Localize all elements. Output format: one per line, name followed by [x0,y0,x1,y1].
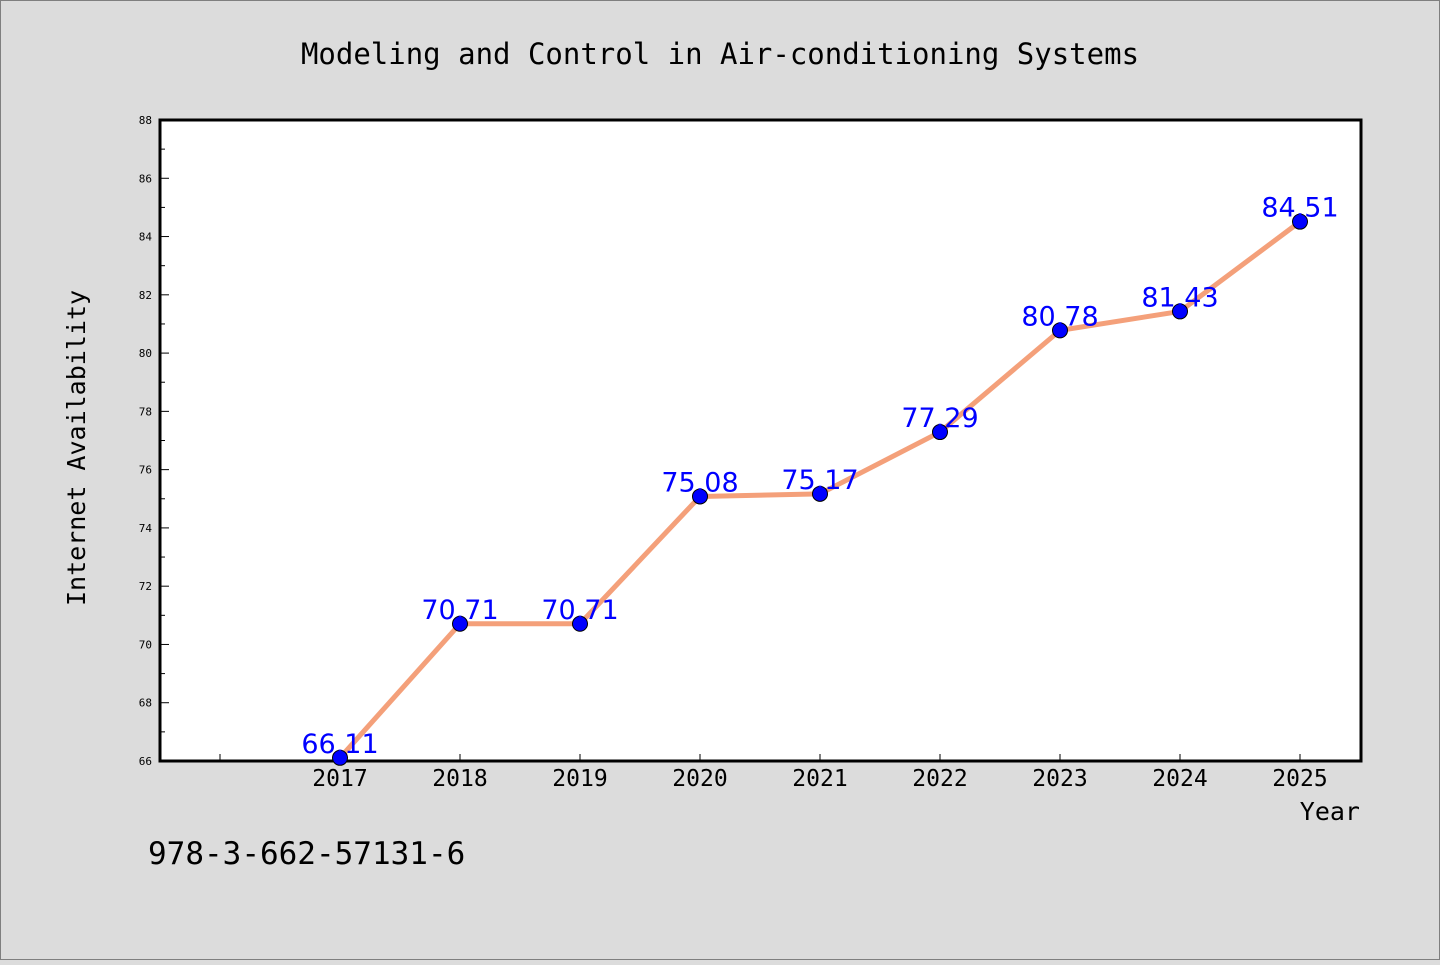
data-label: 77.29 [901,403,978,434]
x-tick-label: 2020 [672,766,727,792]
series-layer: 66.11 70.71 70.71 75.08 75.17 77.29 80.78 81.43… [301,193,1339,766]
data-point [1052,322,1068,339]
x-axis-label: Year [1300,797,1360,826]
x-tick-label: 2022 [912,766,967,792]
y-axis: 66 68 70 72 74 76 78 80 82 84 86 88 [139,114,169,768]
x-tick-label: 2021 [792,766,847,792]
data-label: 81.43 [1141,282,1218,313]
plot-area [158,118,1363,763]
data-point [332,749,348,766]
data-label: 70.71 [421,595,498,626]
y-tick-label: 86 [139,172,152,185]
data-point [692,488,708,505]
x-tick-label: 2023 [1032,766,1087,792]
y-tick-label: 66 [139,755,152,768]
data-point [1172,303,1188,320]
x-tick-label: 2018 [432,766,487,792]
y-tick-label: 80 [139,347,152,360]
data-label: 80.78 [1021,301,1098,332]
data-point [572,615,588,632]
data-point [1292,213,1308,230]
y-tick-label: 70 [139,638,152,651]
data-point [452,615,468,632]
y-tick-label: 76 [139,464,152,477]
data-label: 75.17 [781,465,858,496]
y-tick-label: 74 [139,522,153,535]
y-axis-label: Internet Availability [62,290,91,606]
y-tick-label: 68 [139,697,152,710]
y-tick-label: 82 [139,289,152,302]
chart-title: Modeling and Control in Air-conditioning… [301,37,1139,71]
y-tick-label: 78 [139,405,152,418]
data-label: 66.11 [301,729,378,760]
x-tick-label: 2024 [1152,766,1207,792]
y-tick-label: 84 [139,231,153,244]
data-point [812,485,828,502]
data-label: 75.08 [661,467,738,498]
x-tick-label: 2025 [1272,766,1327,792]
data-label: 84.51 [1261,193,1338,224]
data-label: 70.71 [541,595,618,626]
x-axis: 2017 2018 2019 2020 2021 2022 2023 2024 2025 [219,754,1328,792]
x-tick-label: 2019 [552,766,607,792]
y-tick-label: 72 [139,580,152,593]
data-point [932,424,948,441]
footnote-isbn: 978-3-662-57131-6 [148,836,465,872]
x-tick-label: 2017 [312,766,367,792]
y-tick-label: 88 [139,114,152,127]
